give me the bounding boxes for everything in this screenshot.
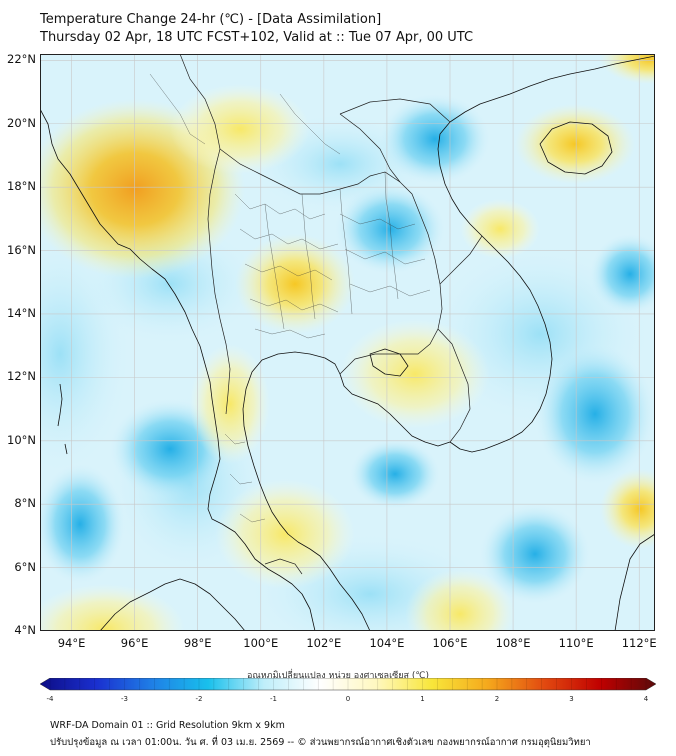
lon-tick-label: 108°E <box>495 636 531 650</box>
colorbar-tick-label: 4 <box>644 695 649 703</box>
border-thailand-cambodia <box>339 353 402 375</box>
coastlines-and-borders <box>40 55 655 631</box>
colorbar-tick-label: 0 <box>346 695 350 703</box>
lon-tick-label: 112°E <box>621 636 657 650</box>
cold-anomaly <box>535 344 655 484</box>
coastline-andaman-islands <box>57 383 68 455</box>
cold-anomaly <box>590 234 655 314</box>
warm-anomaly <box>215 479 355 589</box>
colorbar-tick-label: -3 <box>121 695 128 703</box>
cold-anomaly <box>350 439 440 509</box>
lat-tick-label: 16°N <box>7 242 36 257</box>
colorbar-tick-label: -2 <box>196 695 203 703</box>
border-laos-vietnam <box>339 113 483 285</box>
lon-tick-label: 110°E <box>558 636 594 650</box>
lon-tick-label: 100°E <box>243 636 279 650</box>
lon-tick-label: 106°E <box>432 636 468 650</box>
coastline-sumatra <box>99 578 246 631</box>
temperature-field <box>40 54 655 631</box>
border-cambodia-vietnam <box>437 328 471 443</box>
colorbar-tick-label: 2 <box>495 695 499 703</box>
border-thailand-laos <box>219 148 443 355</box>
province-borders <box>149 73 431 523</box>
border-thailand-malaysia <box>264 558 303 575</box>
warm-anomaly <box>600 54 655 84</box>
temperature-change-map <box>40 54 655 631</box>
border-thailand-myanmar <box>207 148 231 415</box>
graticule <box>40 54 655 631</box>
lon-tick-label: 98°E <box>183 636 212 650</box>
lon-tick-label: 94°E <box>57 636 86 650</box>
coastline-hainan <box>539 121 613 175</box>
cold-anomaly <box>40 464 125 584</box>
lat-tick-label: 22°N <box>7 52 36 67</box>
lat-tick-label: 8°N <box>14 496 36 511</box>
footer-credit: ปรับปรุงข้อมูล ณ เวลา 01:00น. วัน ศ. ที่… <box>50 737 591 748</box>
lat-tick-label: 4°N <box>14 623 36 637</box>
cold-anomaly <box>335 184 445 274</box>
warm-anomaly <box>405 569 515 631</box>
colorbar-tick-label: -1 <box>270 695 277 703</box>
cold-anomaly <box>380 94 490 184</box>
coastline-gulf-of-thailand <box>242 351 451 631</box>
colorbar-ticks: -4 -3 -2 -1 0 1 2 3 4 <box>47 678 649 703</box>
colorbar: -4 -3 -2 -1 0 1 2 3 4 <box>40 678 656 703</box>
lat-tick-label: 6°N <box>14 559 36 574</box>
warm-anomaly <box>235 234 355 334</box>
lat-tick-label: 12°N <box>7 369 36 384</box>
border-myanmar-china <box>179 54 221 150</box>
warm-anomaly <box>600 469 655 549</box>
colorbar-tick-label: 3 <box>569 695 573 703</box>
map-subtitle: Thursday 02 Apr, 18 UTC FCST+102, Valid … <box>40 30 474 45</box>
lon-tick-label: 102°E <box>306 636 342 650</box>
border-china-vietnam <box>339 98 451 123</box>
colorbar-title: อุณหภูมิเปลี่ยนแปลง หน่วย องศาเซลเซียส (… <box>246 671 430 681</box>
colorbar-ramp <box>40 678 656 691</box>
warm-anomaly <box>170 84 310 174</box>
coastline-myanmar-thailand-west <box>40 108 316 631</box>
cold-anomaly <box>480 504 590 604</box>
colorbar-tick-label: 1 <box>420 695 424 703</box>
lon-tick-label: 104°E <box>369 636 405 650</box>
lat-tick-label: 14°N <box>7 305 36 320</box>
lat-tick-label: 18°N <box>7 179 36 194</box>
coastline-cambodia-lake <box>369 348 409 377</box>
map-frame <box>40 54 655 631</box>
warm-anomaly <box>340 319 490 429</box>
lon-tick-label: 96°E <box>120 636 149 650</box>
coastline-borneo <box>614 533 655 631</box>
lat-tick-label: 20°N <box>7 115 36 130</box>
warm-anomaly <box>515 104 635 184</box>
colorbar-tick-label: -4 <box>47 695 55 703</box>
warm-anomaly <box>40 584 185 631</box>
footer-domain-info: WRF-DA Domain 01 :: Grid Resolution 9km … <box>50 720 285 731</box>
warm-anomaly <box>460 199 540 259</box>
warm-anomaly <box>190 344 270 464</box>
country-borders <box>179 54 483 575</box>
map-title: Temperature Change 24-hr (℃) - [Data Ass… <box>40 12 382 27</box>
lat-tick-label: 10°N <box>7 432 36 447</box>
